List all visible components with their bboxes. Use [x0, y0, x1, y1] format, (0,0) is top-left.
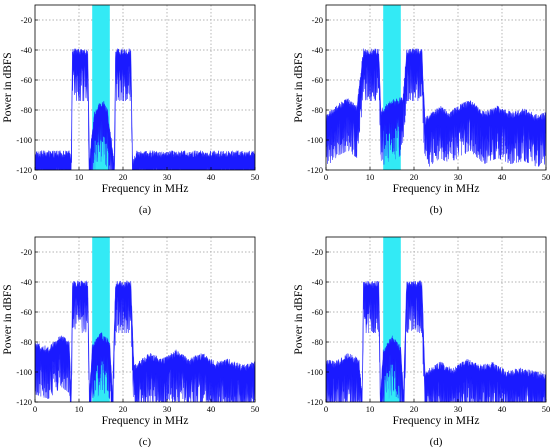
y-tick-label: -60 [21, 307, 32, 317]
y-tick-label: -20 [21, 15, 32, 25]
y-tick-label: -80 [312, 105, 323, 115]
y-tick-label: -120 [16, 397, 32, 407]
axes-frame [325, 4, 547, 171]
axes-frame [325, 236, 547, 403]
y-tick-label: -40 [21, 277, 32, 287]
axes-frame [34, 4, 256, 171]
x-tick-label: 50 [251, 172, 260, 182]
panel-label: (b) [430, 204, 443, 216]
panel-label: (c) [139, 436, 152, 447]
y-axis-label: Power in dBFS [2, 52, 14, 122]
x-tick-label: 40 [207, 404, 216, 414]
y-tick-label: -80 [21, 105, 32, 115]
y-axis-label: Power in dBFS [293, 284, 305, 354]
y-tick-label: -40 [312, 45, 323, 55]
x-tick-label: 30 [163, 172, 172, 182]
panel-label: (a) [139, 204, 152, 216]
axes-frame [34, 236, 256, 403]
y-tick-label: -120 [307, 397, 323, 407]
y-tick-label: -100 [16, 135, 32, 145]
panel-2: 0 10 20 30 40 50 -20 -40 -60 -80 -100 -120 Frequency… [293, 4, 550, 216]
y-tick-label: -100 [307, 135, 323, 145]
x-axis-label: Frequency in MHz [102, 183, 189, 195]
y-tick-label: -60 [21, 75, 32, 85]
panel-3: 0 10 20 30 40 50 -20 -40 -60 -80 -100 -120 Frequency… [2, 236, 260, 447]
y-tick-label: -40 [21, 45, 32, 55]
y-tick-label: -40 [312, 277, 323, 287]
spectrum-trace [326, 280, 546, 402]
x-tick-label: 10 [75, 404, 84, 414]
x-tick-label: 30 [454, 404, 463, 414]
x-tick-label: 20 [410, 172, 419, 182]
x-tick-label: 30 [454, 172, 463, 182]
x-tick-label: 20 [119, 172, 128, 182]
y-tick-label: -80 [21, 337, 32, 347]
x-axis-label: Frequency in MHz [393, 415, 480, 427]
y-tick-label: -20 [312, 247, 323, 257]
x-tick-label: 40 [498, 172, 507, 182]
y-tick-label: -20 [312, 15, 323, 25]
x-tick-label: 20 [119, 404, 128, 414]
y-tick-label: -60 [312, 307, 323, 317]
x-tick-label: 0 [324, 172, 328, 182]
y-tick-label: -80 [312, 337, 323, 347]
x-tick-label: 40 [498, 404, 507, 414]
spectrum-trace [326, 48, 546, 167]
x-tick-label: 20 [410, 404, 419, 414]
y-tick-label: -20 [21, 247, 32, 257]
panel-label: (d) [430, 436, 443, 447]
x-tick-label: 0 [33, 172, 37, 182]
y-tick-label: -120 [307, 165, 323, 175]
y-tick-label: -100 [307, 367, 323, 377]
y-tick-label: -120 [16, 165, 32, 175]
x-tick-label: 10 [366, 172, 375, 182]
x-axis-label: Frequency in MHz [393, 183, 480, 195]
y-tick-label: -60 [312, 75, 323, 85]
panel-1: 0 10 20 30 40 50 -20 -40 -60 -80 -100 -120 Frequency… [2, 4, 260, 216]
x-tick-label: 0 [33, 404, 37, 414]
x-tick-label: 50 [251, 404, 260, 414]
y-tick-label: -100 [16, 367, 32, 377]
x-tick-label: 40 [207, 172, 216, 182]
x-tick-label: 10 [366, 404, 375, 414]
x-tick-label: 0 [324, 404, 328, 414]
y-axis-label: Power in dBFS [293, 52, 305, 122]
x-tick-label: 30 [163, 404, 172, 414]
x-axis-label: Frequency in MHz [102, 415, 189, 427]
y-axis-label: Power in dBFS [2, 284, 14, 354]
spectrum-trace [35, 279, 255, 402]
panel-4: 0 10 20 30 40 50 -20 -40 -60 -80 -100 -120 Frequency… [293, 236, 550, 447]
plot-area [35, 5, 255, 170]
x-tick-label: 50 [542, 172, 550, 182]
x-tick-label: 50 [542, 404, 550, 414]
x-tick-label: 10 [75, 172, 84, 182]
